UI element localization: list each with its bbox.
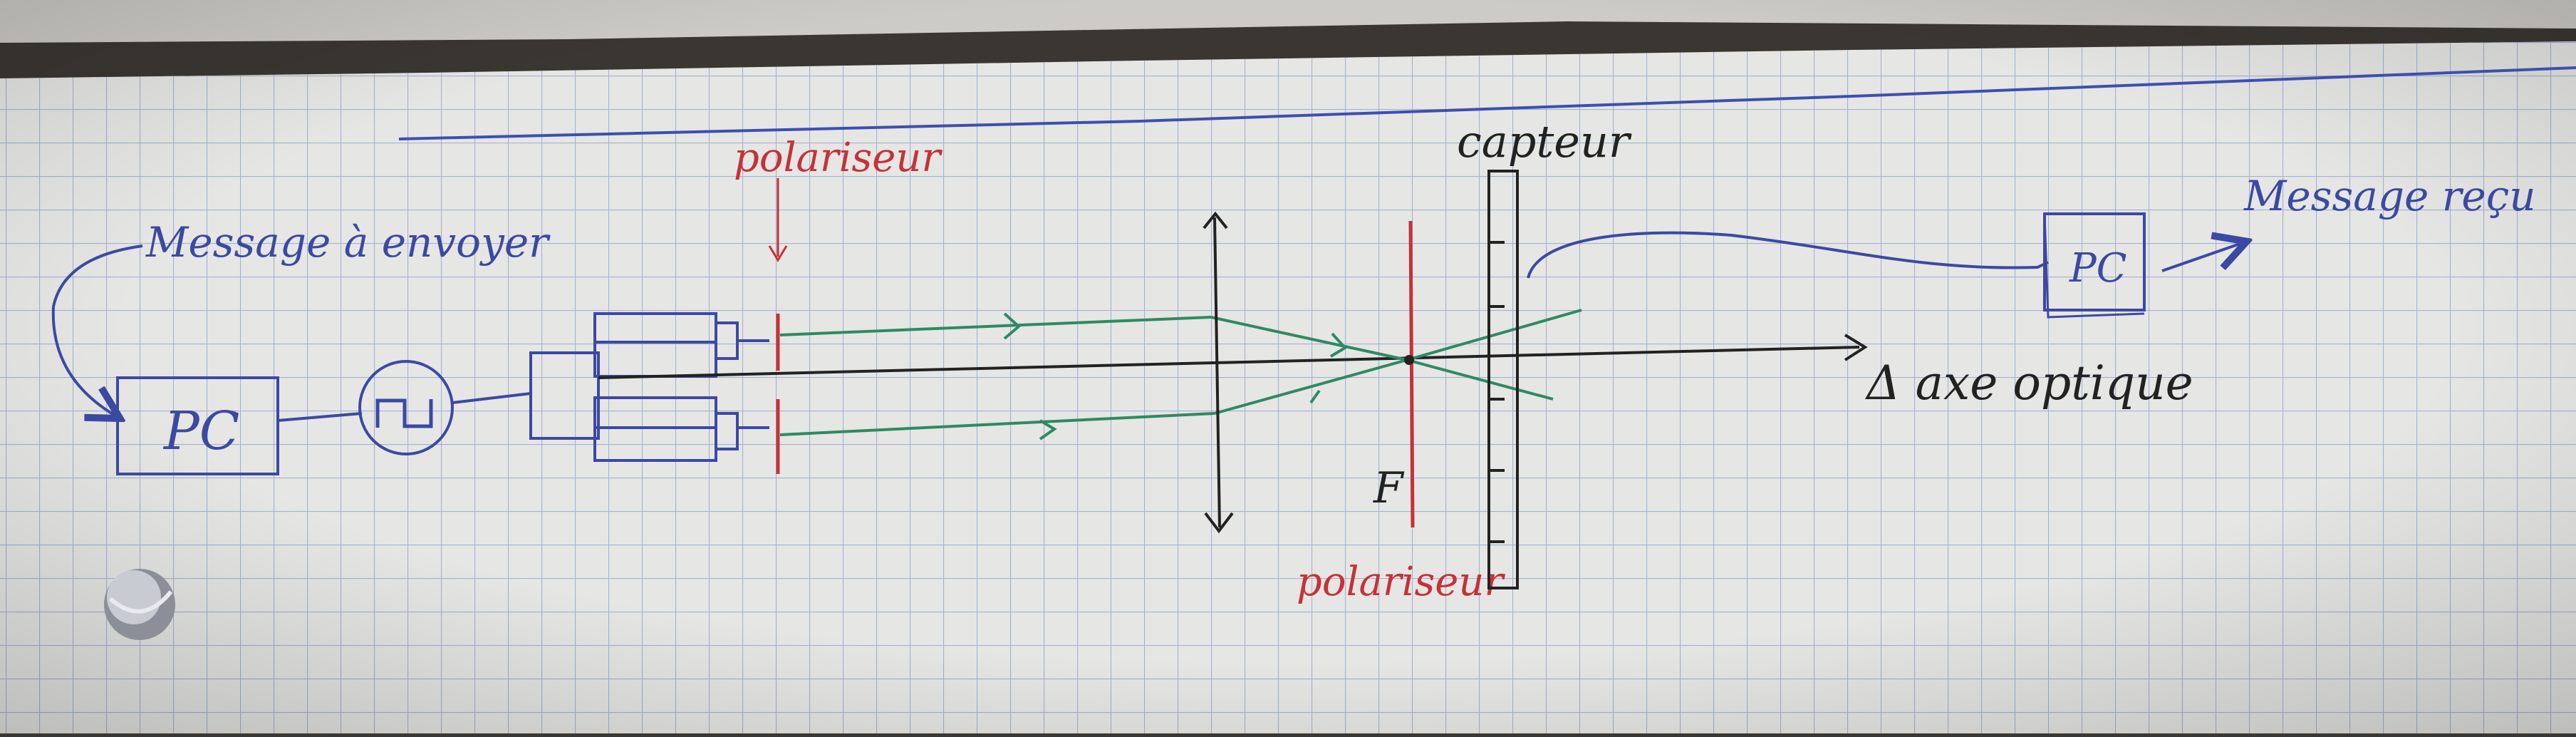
sensor-cable — [1527, 231, 2049, 279]
sensor-label: capteur — [1457, 115, 1632, 168]
optical-axis-line — [598, 346, 1860, 379]
polarizer-top-label: polariseur — [734, 135, 942, 181]
pc-left-label: PC — [162, 401, 239, 462]
square-wave-generator-icon — [358, 360, 454, 455]
laser-emitters — [529, 312, 769, 462]
optical-axis-label: Δ axe optique — [1864, 356, 2193, 411]
polarizer-bottom-label: polariseur — [1297, 559, 1505, 605]
sensor — [1487, 170, 1519, 589]
input-arrow — [51, 244, 143, 417]
focal-point-label: F — [1373, 463, 1405, 513]
pc-right: PC — [2043, 212, 2146, 319]
converging-lens-icon — [1203, 211, 1234, 534]
polarizer-2 — [1408, 220, 1415, 528]
pc-left: PC — [116, 376, 279, 475]
message-received-label: Message reçu — [2243, 172, 2536, 220]
message-to-send-label: Message à envoyer — [145, 218, 551, 267]
pc-right-label: PC — [2069, 245, 2127, 292]
output-arrow — [2161, 242, 2244, 272]
page-margin-line — [398, 66, 2576, 140]
